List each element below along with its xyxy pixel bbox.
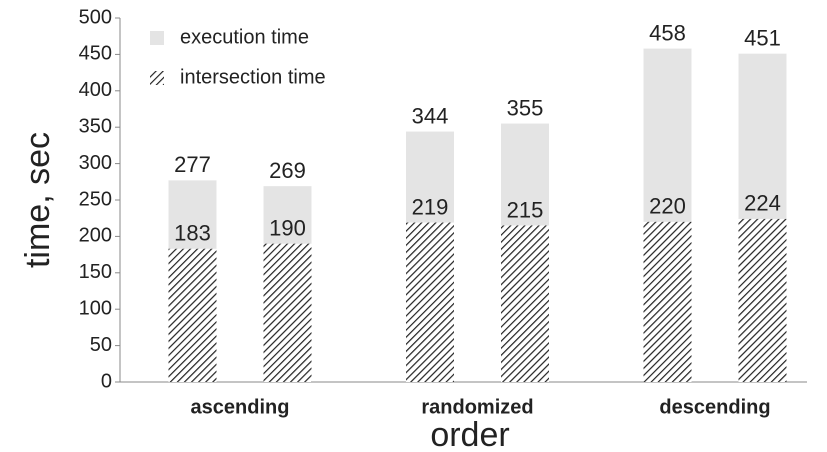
data-label: 219 [412, 194, 449, 219]
data-label: 458 [649, 20, 686, 45]
y-tick-label: 500 [79, 6, 112, 28]
bar [501, 225, 549, 382]
x-tick-label: descending [659, 396, 770, 418]
data-label: 277 [174, 152, 211, 177]
x-tick-label: randomized [421, 396, 533, 418]
bar [168, 248, 217, 382]
bar [263, 243, 312, 382]
data-label: 344 [412, 103, 449, 128]
bar [643, 221, 692, 382]
data-label: 215 [507, 197, 544, 222]
y-tick-label: 400 [79, 79, 112, 101]
y-axis-title: time, sec [19, 132, 57, 268]
data-label: 220 [649, 194, 686, 219]
data-label: 355 [507, 95, 544, 120]
y-tick-label: 150 [79, 261, 112, 283]
y-tick-label: 300 [79, 152, 112, 174]
y-tick-label: 350 [79, 115, 112, 137]
bar [738, 218, 787, 382]
y-tick-label: 250 [79, 188, 112, 210]
legend-label: execution time [180, 26, 309, 48]
data-label: 269 [269, 158, 306, 183]
y-tick-label: 50 [90, 334, 112, 356]
data-label: 183 [174, 221, 211, 246]
legend-swatch [150, 31, 164, 45]
y-tick-label: 200 [79, 225, 112, 247]
bar [406, 222, 454, 382]
x-tick-label: ascending [191, 396, 290, 418]
legend-swatch [150, 71, 164, 85]
legend-label: intersection time [180, 66, 326, 88]
x-axis-title: order [430, 416, 509, 452]
data-label: 190 [269, 215, 306, 240]
y-tick-label: 100 [79, 297, 112, 319]
y-tick-label: 450 [79, 43, 112, 65]
data-label: 451 [744, 25, 781, 50]
y-tick-label: 0 [101, 370, 112, 392]
data-label: 224 [744, 191, 781, 216]
